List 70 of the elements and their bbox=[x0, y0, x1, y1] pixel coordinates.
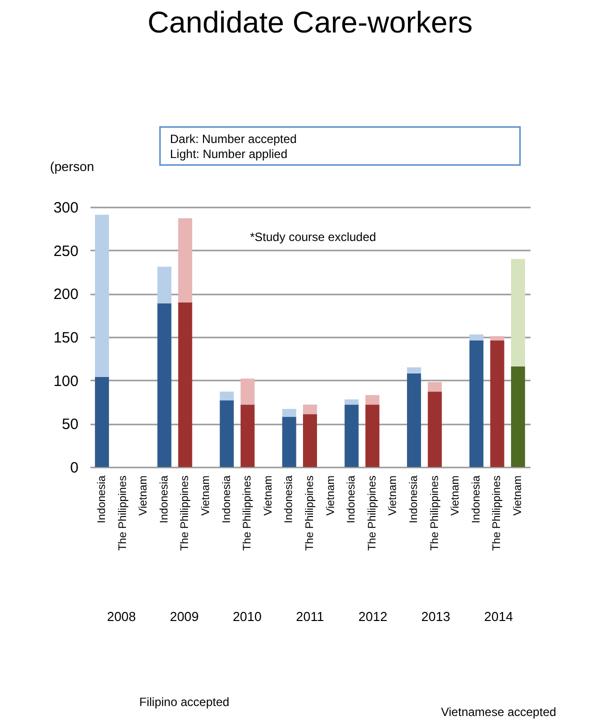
text: Vietnamese accepted bbox=[440, 705, 556, 719]
x-tick-label: Indonesia bbox=[96, 474, 108, 524]
bar bbox=[157, 266, 172, 304]
x-tick-label: Indonesia bbox=[220, 474, 233, 524]
x-tick-label: Indonesia bbox=[158, 474, 170, 524]
x-tick-label: Vietnam bbox=[262, 476, 274, 516]
text: Light: Number applied bbox=[170, 147, 288, 161]
x-tick-label: Vietnam bbox=[324, 476, 337, 516]
bar bbox=[240, 404, 255, 467]
x-tick-label: Vietnam bbox=[387, 476, 400, 516]
x-tick-label: The Philippines bbox=[491, 475, 504, 551]
x-tick-label: The Philippines bbox=[304, 475, 316, 551]
bar bbox=[178, 218, 192, 302]
x-tick-label: The Philippines bbox=[366, 475, 378, 551]
bar bbox=[282, 408, 296, 417]
bar bbox=[428, 392, 442, 467]
x-tick-label: The Philippines bbox=[179, 475, 192, 551]
bar bbox=[157, 303, 172, 467]
bar bbox=[94, 214, 109, 377]
bar bbox=[490, 336, 504, 340]
bar bbox=[282, 416, 296, 467]
y-tick-label: 150 bbox=[53, 330, 78, 346]
bar bbox=[511, 366, 526, 467]
x-tick-label: Indonesia bbox=[470, 474, 482, 524]
x-tick-label: The Philippines bbox=[116, 475, 129, 551]
x-tick-label: Vietnam bbox=[450, 476, 462, 516]
bar bbox=[303, 404, 317, 414]
text: 2011 bbox=[296, 609, 324, 624]
x-tick-label: Indonesia bbox=[408, 474, 420, 524]
x-tick-label: Indonesia bbox=[346, 474, 358, 524]
bar bbox=[240, 378, 255, 405]
bar bbox=[469, 334, 484, 340]
y-tick-label: 100 bbox=[53, 372, 78, 390]
x-tick-label: Indonesia bbox=[283, 474, 296, 524]
bar bbox=[178, 302, 192, 467]
bar bbox=[303, 414, 317, 467]
x-tick-label: Vietnam bbox=[200, 476, 212, 516]
y-tick-label: 200 bbox=[53, 286, 78, 304]
x-tick-label: Vietnam bbox=[512, 476, 524, 516]
x-tick-label: Vietnam bbox=[138, 476, 150, 516]
bar bbox=[365, 404, 380, 467]
y-tick-label: 0 bbox=[70, 460, 78, 476]
bar bbox=[365, 395, 380, 405]
bar bbox=[220, 392, 234, 400]
y-tick-label: 50 bbox=[62, 416, 78, 434]
bar bbox=[407, 373, 422, 467]
bar bbox=[469, 340, 484, 467]
text: 2009 bbox=[170, 609, 199, 624]
text: 2010 bbox=[232, 609, 262, 624]
x-tick-label: The Philippines bbox=[242, 475, 254, 551]
text: 2014 bbox=[484, 609, 514, 624]
bar bbox=[344, 404, 359, 467]
bar bbox=[407, 367, 422, 374]
y-axis-title: (person bbox=[50, 159, 94, 174]
x-tick-label: The Philippines bbox=[428, 475, 441, 551]
bar bbox=[94, 376, 109, 467]
bar bbox=[511, 259, 526, 366]
bar bbox=[490, 340, 504, 467]
bar bbox=[220, 400, 234, 467]
text: 2008 bbox=[106, 609, 136, 624]
bar bbox=[428, 382, 442, 392]
text: 2013 bbox=[421, 609, 450, 624]
y-tick-label: 250 bbox=[53, 242, 78, 260]
text: Filipino accepted bbox=[139, 695, 230, 709]
annotation: *Study course excluded bbox=[250, 230, 376, 244]
bar bbox=[344, 399, 359, 405]
chart-title: Candidate Care-workers bbox=[147, 6, 473, 40]
y-tick-label: 300 bbox=[53, 200, 78, 216]
text: 2012 bbox=[358, 609, 388, 624]
text: Dark: Number accepted bbox=[170, 132, 297, 146]
